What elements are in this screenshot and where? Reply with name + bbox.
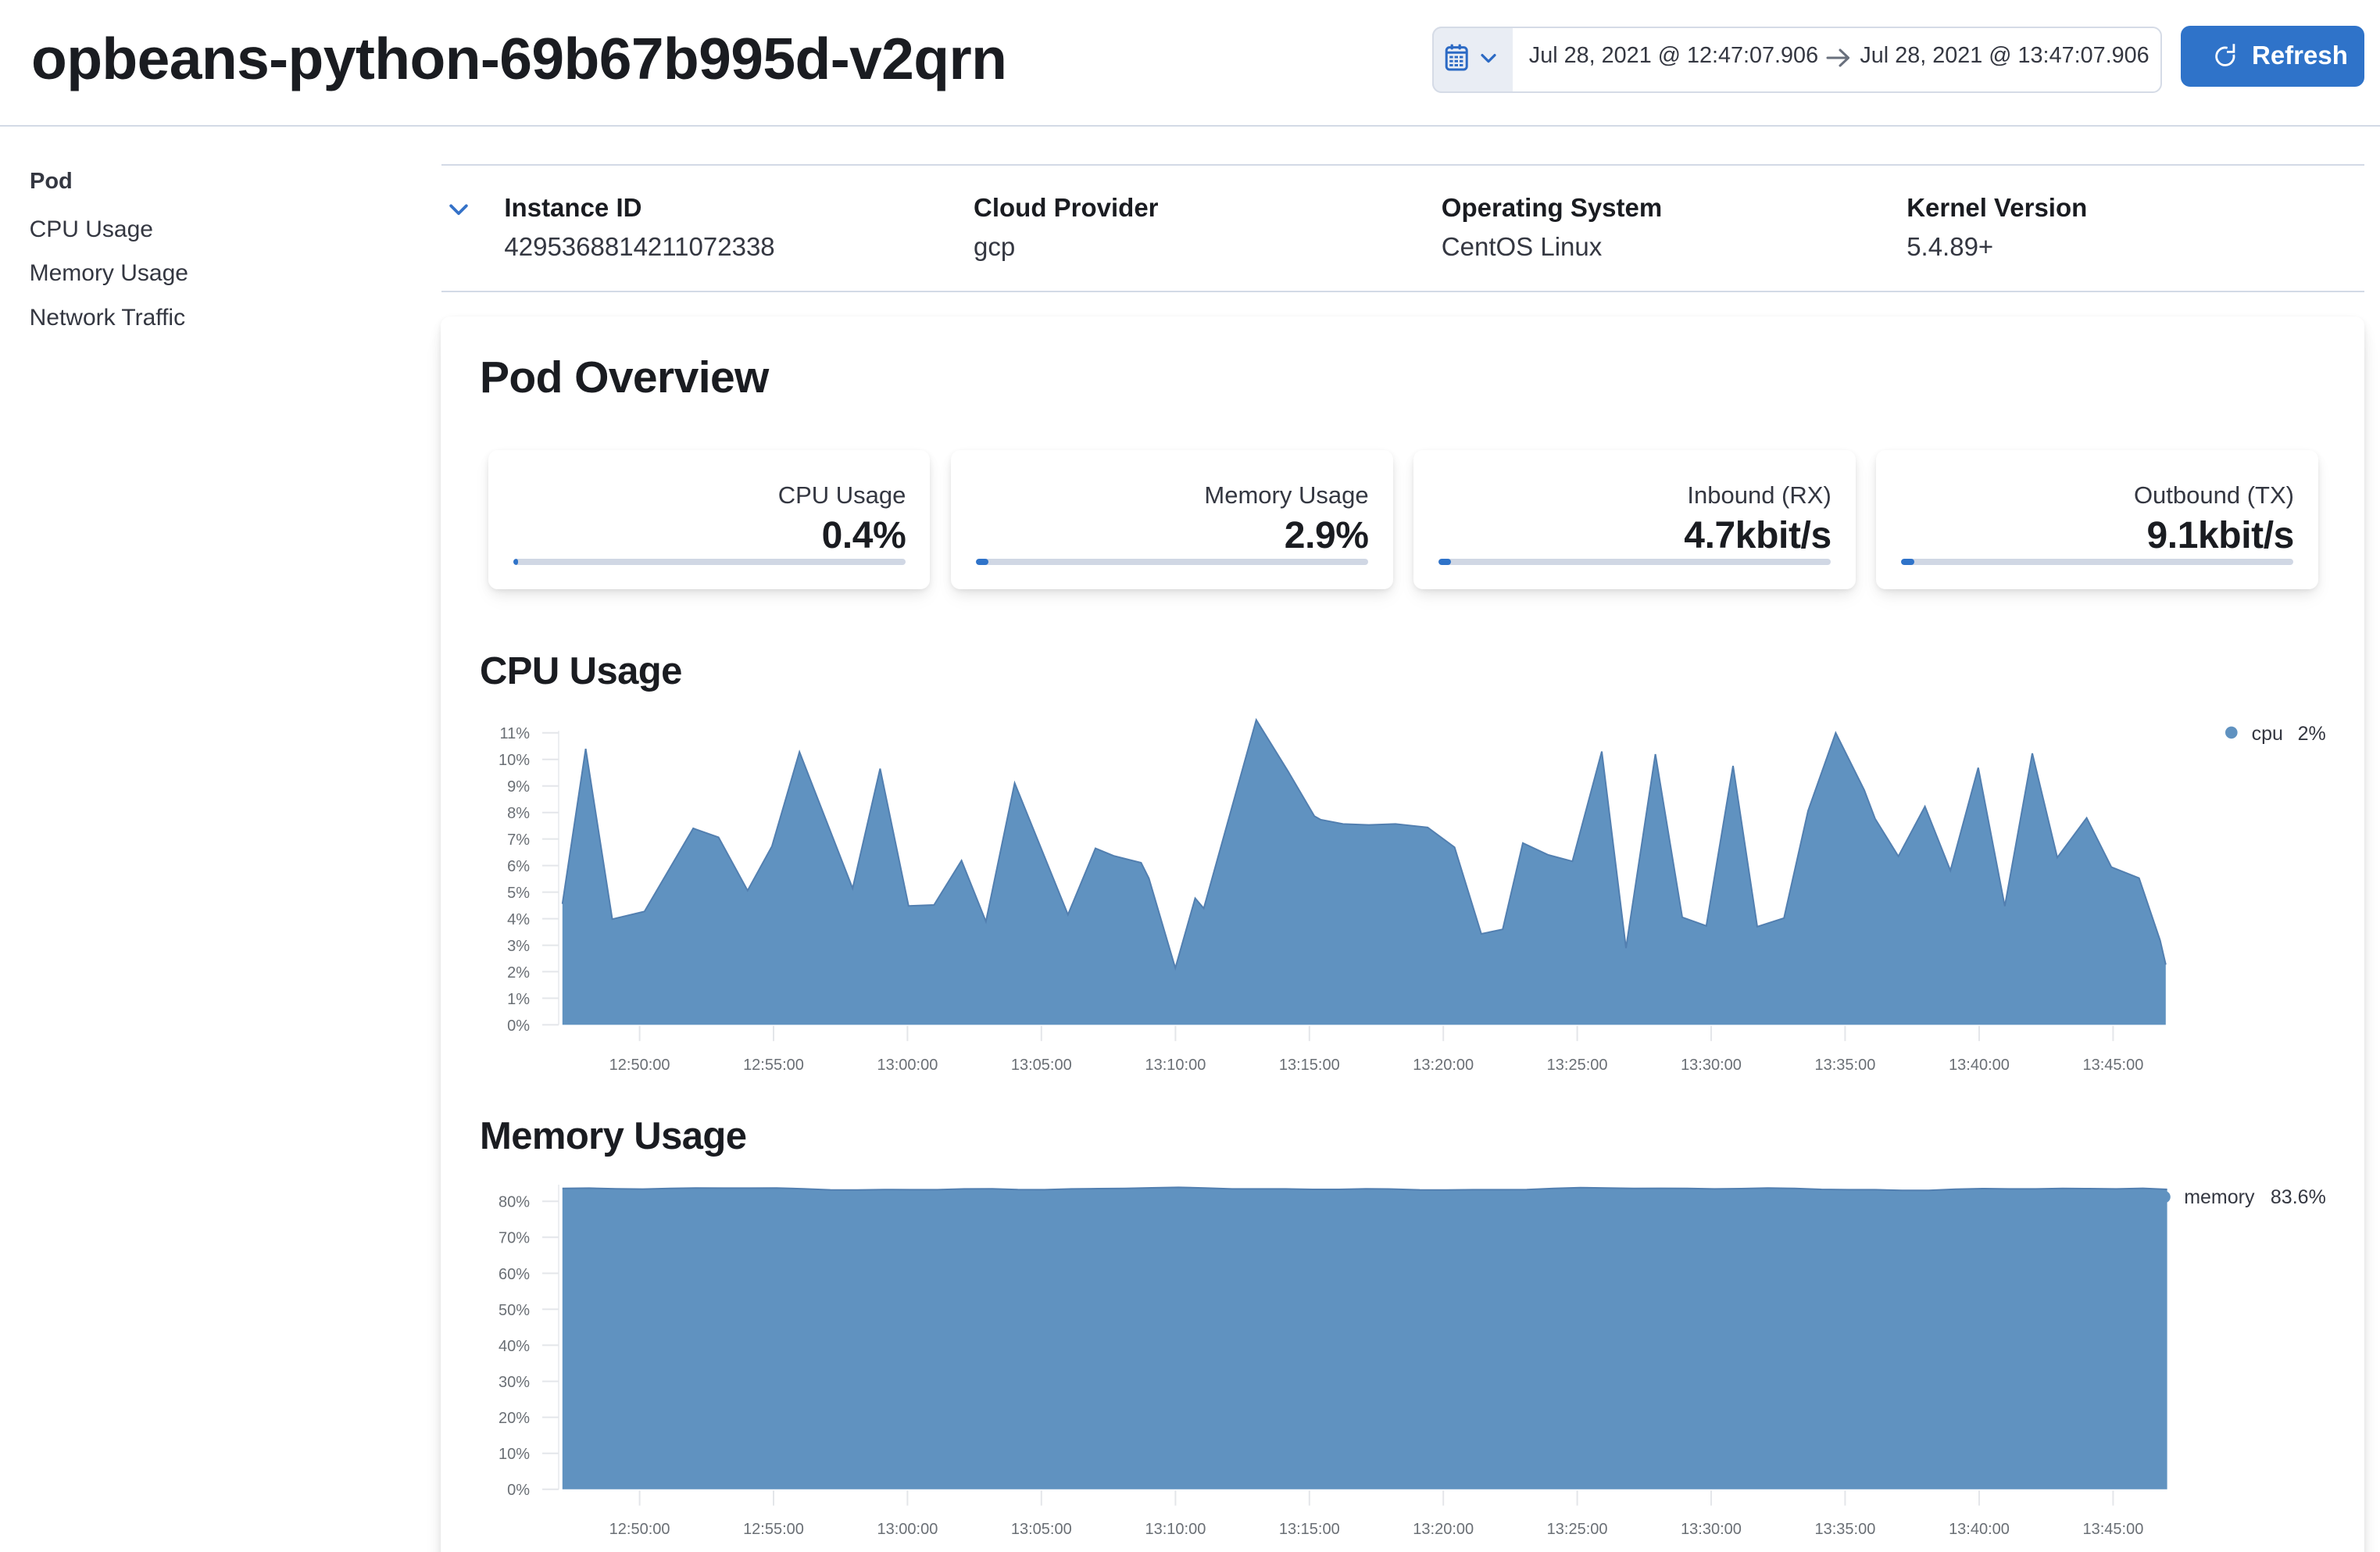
- svg-text:13:05:00: 13:05:00: [1011, 1521, 1072, 1538]
- svg-text:12:50:00: 12:50:00: [609, 1521, 670, 1538]
- svg-text:cpu: cpu: [2252, 723, 2283, 745]
- svg-text:13:25:00: 13:25:00: [1547, 1521, 1608, 1538]
- svg-text:70%: 70%: [499, 1230, 530, 1247]
- svg-text:13:00:00: 13:00:00: [877, 1521, 938, 1538]
- svg-text:memory: memory: [2184, 1186, 2255, 1208]
- svg-text:80%: 80%: [499, 1194, 530, 1211]
- svg-text:2%: 2%: [507, 964, 530, 982]
- svg-text:7%: 7%: [507, 831, 530, 849]
- svg-text:10%: 10%: [499, 1446, 530, 1463]
- svg-text:13:35:00: 13:35:00: [1814, 1521, 1875, 1538]
- svg-text:20%: 20%: [499, 1410, 530, 1427]
- svg-text:13:30:00: 13:30:00: [1681, 1521, 1742, 1538]
- svg-text:8%: 8%: [507, 805, 530, 822]
- svg-text:60%: 60%: [499, 1266, 530, 1283]
- svg-text:13:45:00: 13:45:00: [2082, 1057, 2143, 1074]
- svg-text:13:05:00: 13:05:00: [1011, 1057, 1072, 1074]
- svg-text:13:25:00: 13:25:00: [1547, 1057, 1608, 1074]
- svg-text:13:10:00: 13:10:00: [1145, 1521, 1206, 1538]
- svg-text:5%: 5%: [507, 885, 530, 902]
- svg-text:3%: 3%: [507, 938, 530, 955]
- svg-text:6%: 6%: [507, 858, 530, 875]
- svg-text:30%: 30%: [499, 1374, 530, 1391]
- svg-text:0%: 0%: [507, 1482, 530, 1499]
- svg-text:12:50:00: 12:50:00: [609, 1057, 670, 1074]
- svg-text:50%: 50%: [499, 1302, 530, 1319]
- svg-text:83.6%: 83.6%: [2271, 1186, 2326, 1208]
- svg-text:13:15:00: 13:15:00: [1279, 1057, 1340, 1074]
- svg-text:13:30:00: 13:30:00: [1681, 1057, 1742, 1074]
- svg-text:12:55:00: 12:55:00: [743, 1521, 804, 1538]
- svg-text:13:40:00: 13:40:00: [1949, 1057, 2010, 1074]
- svg-text:40%: 40%: [499, 1338, 530, 1355]
- svg-text:11%: 11%: [499, 725, 530, 742]
- svg-text:12:55:00: 12:55:00: [743, 1057, 804, 1074]
- svg-text:0%: 0%: [507, 1017, 530, 1035]
- svg-text:13:45:00: 13:45:00: [2082, 1521, 2143, 1538]
- svg-text:13:20:00: 13:20:00: [1413, 1057, 1474, 1074]
- svg-text:1%: 1%: [507, 991, 530, 1008]
- svg-text:13:35:00: 13:35:00: [1814, 1057, 1875, 1074]
- svg-text:13:15:00: 13:15:00: [1279, 1521, 1340, 1538]
- svg-text:9%: 9%: [507, 778, 530, 796]
- svg-text:13:40:00: 13:40:00: [1949, 1521, 2010, 1538]
- svg-text:13:10:00: 13:10:00: [1145, 1057, 1206, 1074]
- svg-text:2%: 2%: [2298, 723, 2326, 745]
- svg-text:10%: 10%: [499, 752, 530, 769]
- svg-text:13:20:00: 13:20:00: [1413, 1521, 1474, 1538]
- svg-text:4%: 4%: [507, 911, 530, 928]
- svg-text:13:00:00: 13:00:00: [877, 1057, 938, 1074]
